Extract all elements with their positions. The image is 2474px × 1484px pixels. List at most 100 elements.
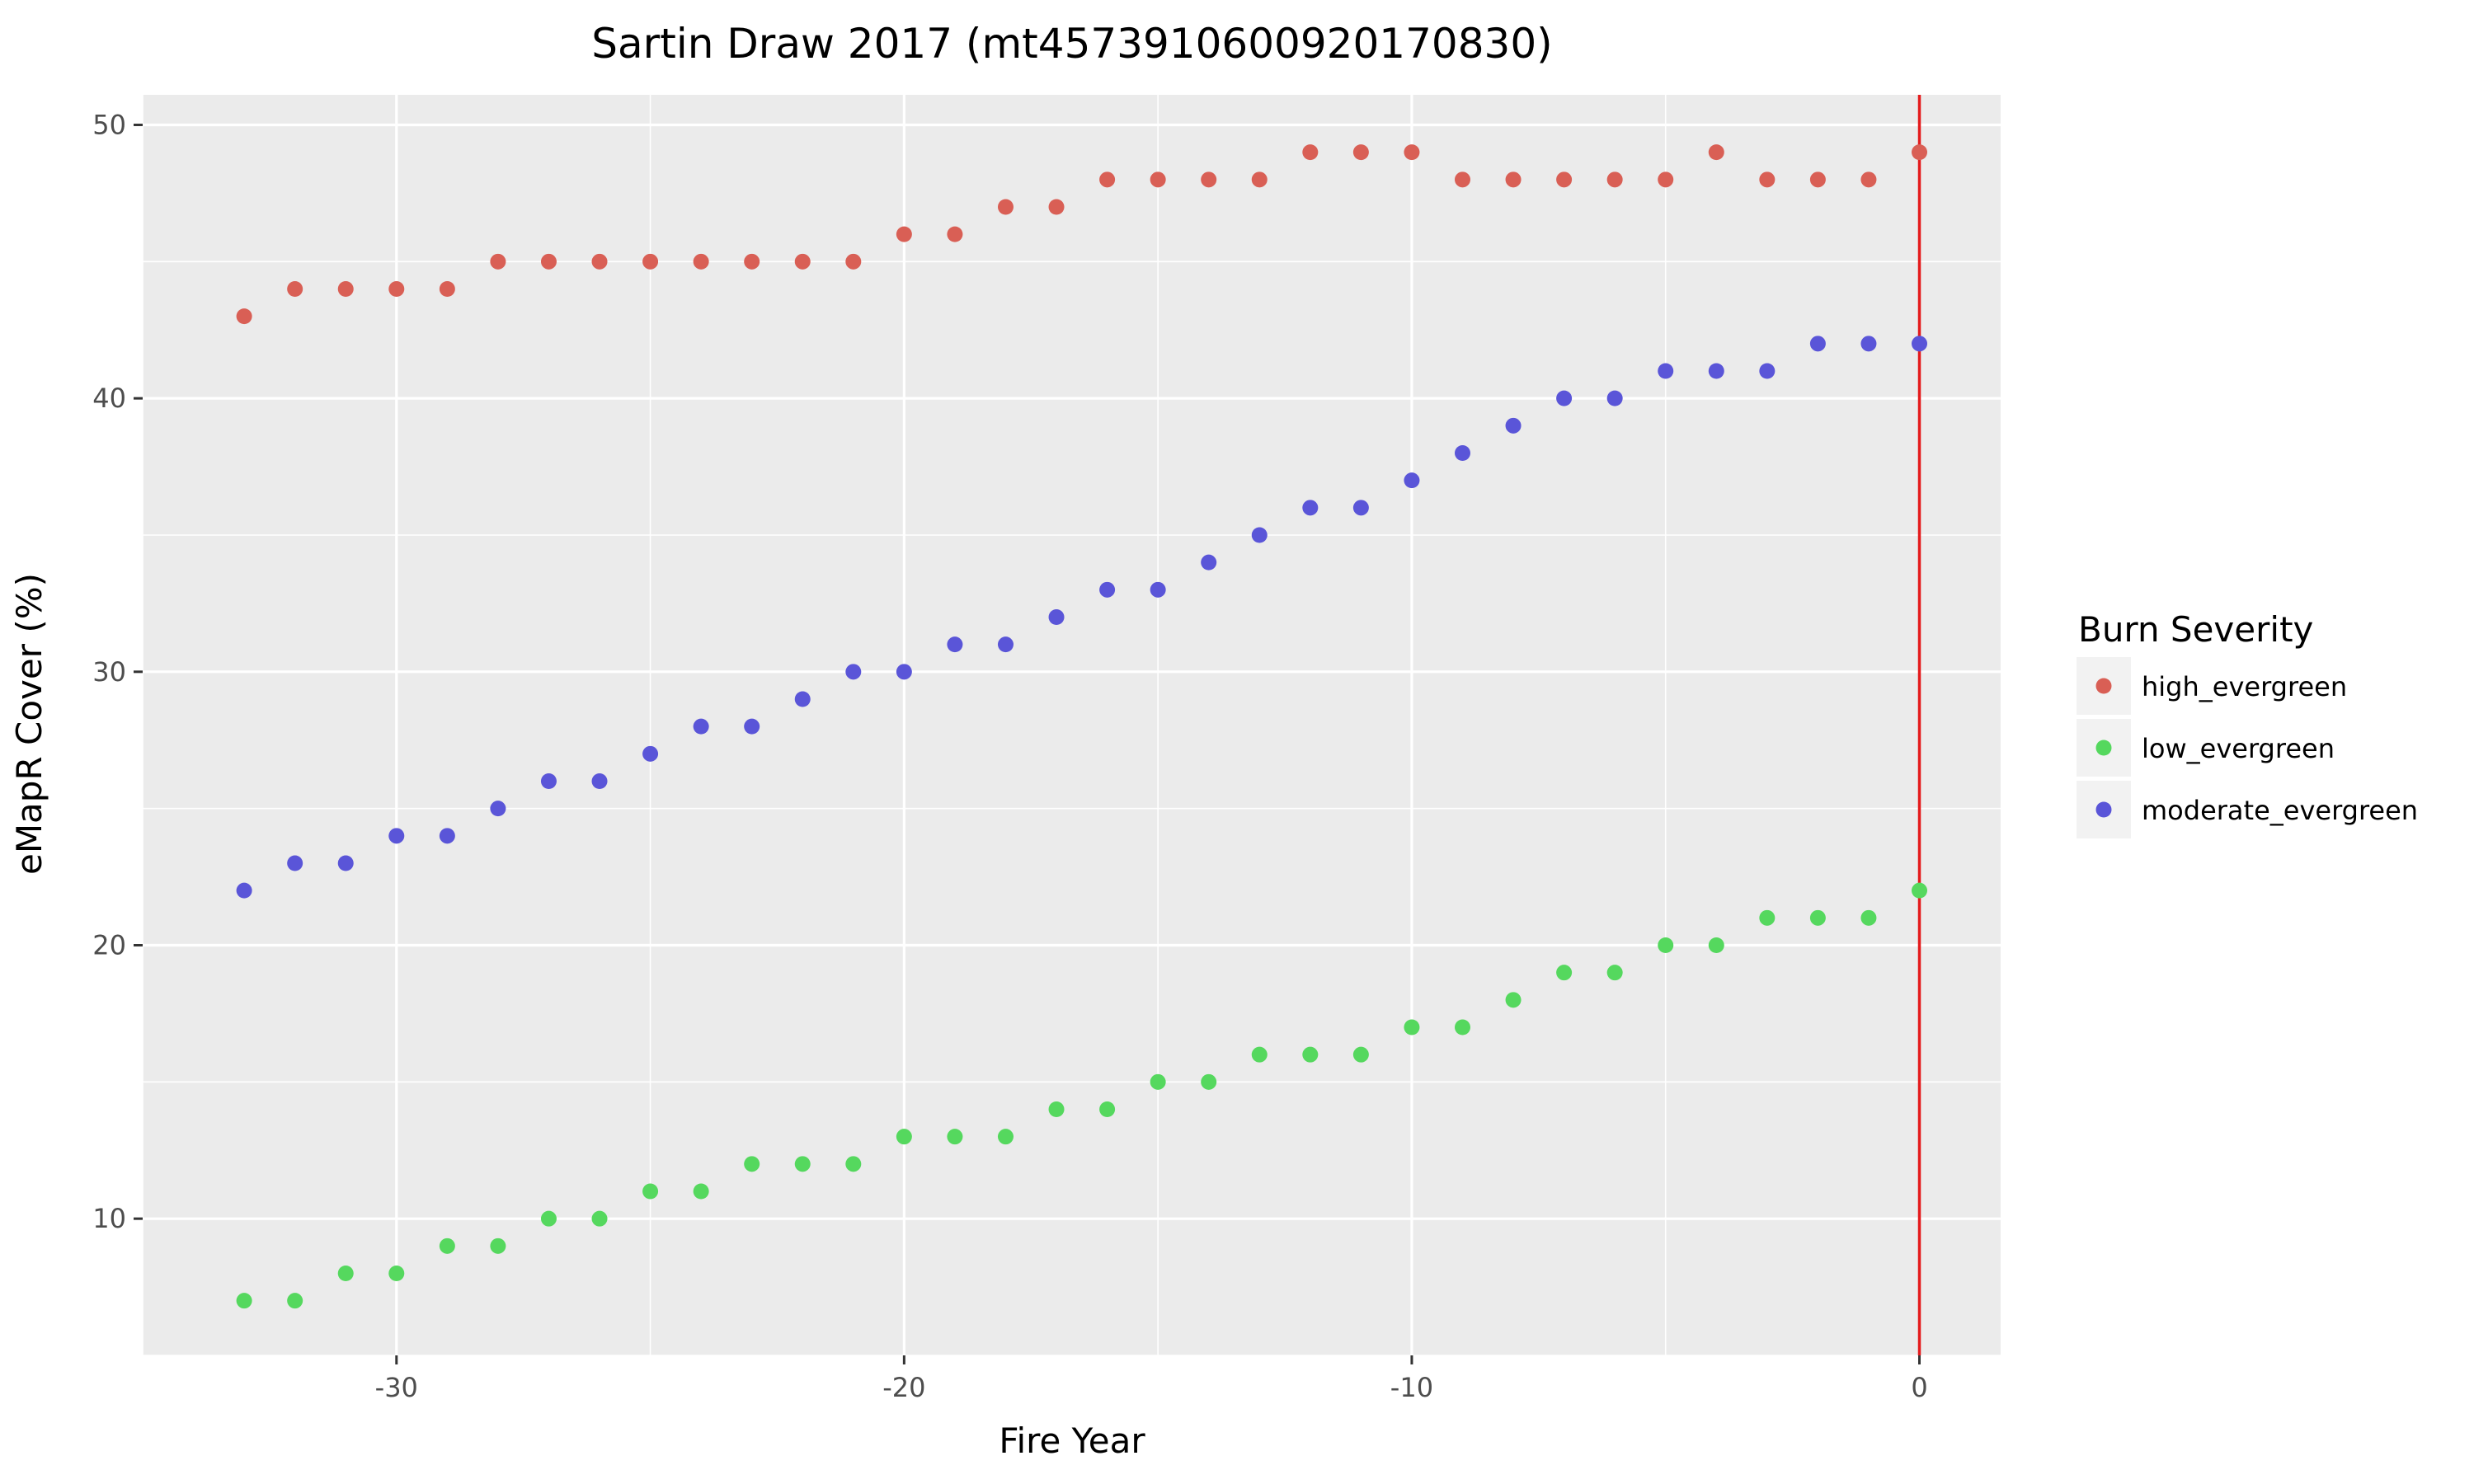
data-point-low_evergreen xyxy=(947,1129,963,1145)
y-tick-label: 30 xyxy=(92,656,126,688)
legend-label-moderate_evergreen: moderate_evergreen xyxy=(2142,795,2418,826)
data-point-high_evergreen xyxy=(1302,144,1319,161)
data-point-high_evergreen xyxy=(693,253,709,270)
x-tick-label: -30 xyxy=(375,1372,418,1403)
data-point-high_evergreen xyxy=(947,226,963,242)
data-point-low_evergreen xyxy=(439,1237,455,1254)
y-axis-label: eMapR Cover (%) xyxy=(9,573,49,875)
data-point-high_evergreen xyxy=(1201,171,1217,188)
data-point-moderate_evergreen xyxy=(1150,581,1166,598)
data-point-moderate_evergreen xyxy=(1912,336,1928,352)
data-point-high_evergreen xyxy=(439,280,455,297)
data-point-high_evergreen xyxy=(1404,144,1420,161)
data-point-low_evergreen xyxy=(1150,1073,1166,1090)
x-axis: -30 -20 -10 0 xyxy=(375,1355,1928,1403)
legend-key-low_evergreen xyxy=(2095,740,2112,756)
data-point-high_evergreen xyxy=(1352,144,1369,161)
data-point-low_evergreen xyxy=(896,1129,912,1145)
grid-lines xyxy=(142,95,2001,1356)
data-point-low_evergreen xyxy=(744,1156,760,1172)
data-point-high_evergreen xyxy=(1048,199,1065,215)
y-tick-label: 20 xyxy=(92,929,126,960)
data-point-moderate_evergreen xyxy=(1404,472,1420,489)
data-point-moderate_evergreen xyxy=(896,664,912,680)
data-point-high_evergreen xyxy=(236,308,252,325)
data-point-high_evergreen xyxy=(1150,171,1166,188)
data-point-high_evergreen xyxy=(388,280,405,297)
data-point-low_evergreen xyxy=(236,1293,252,1309)
data-point-low_evergreen xyxy=(337,1265,354,1281)
x-axis-label: Fire Year xyxy=(999,1421,1145,1461)
data-points xyxy=(236,144,1928,1309)
data-point-moderate_evergreen xyxy=(388,828,405,844)
y-tick-label: 40 xyxy=(92,383,126,414)
data-point-moderate_evergreen xyxy=(490,801,506,817)
data-point-moderate_evergreen xyxy=(1251,527,1268,543)
data-point-low_evergreen xyxy=(1048,1101,1065,1117)
data-point-high_evergreen xyxy=(1454,171,1470,188)
data-point-moderate_evergreen xyxy=(744,718,760,735)
data-point-high_evergreen xyxy=(591,253,608,270)
legend-key-high_evergreen xyxy=(2095,678,2112,694)
data-point-low_evergreen xyxy=(1404,1019,1420,1036)
data-point-low_evergreen xyxy=(1606,965,1623,981)
data-point-high_evergreen xyxy=(1606,171,1623,188)
data-point-low_evergreen xyxy=(794,1156,811,1172)
data-point-moderate_evergreen xyxy=(845,664,862,680)
data-point-high_evergreen xyxy=(1099,171,1116,188)
data-point-high_evergreen xyxy=(540,253,557,270)
data-point-moderate_evergreen xyxy=(1302,500,1319,516)
x-tick-label: 0 xyxy=(1911,1372,1927,1403)
data-point-moderate_evergreen xyxy=(1809,336,1826,352)
data-point-moderate_evergreen xyxy=(1099,581,1116,598)
data-point-low_evergreen xyxy=(1860,909,1877,926)
y-axis: 10 20 30 40 50 xyxy=(92,109,143,1234)
data-point-moderate_evergreen xyxy=(287,855,303,871)
data-point-high_evergreen xyxy=(642,253,659,270)
data-point-moderate_evergreen xyxy=(1658,363,1674,379)
data-point-moderate_evergreen xyxy=(794,691,811,707)
data-point-low_evergreen xyxy=(1302,1046,1319,1063)
data-point-moderate_evergreen xyxy=(1201,554,1217,571)
data-point-high_evergreen xyxy=(490,253,506,270)
data-point-moderate_evergreen xyxy=(337,855,354,871)
plot-panel xyxy=(143,95,2001,1355)
data-point-low_evergreen xyxy=(1809,909,1826,926)
data-point-high_evergreen xyxy=(845,253,862,270)
legend-key-moderate_evergreen xyxy=(2095,801,2112,818)
data-point-high_evergreen xyxy=(744,253,760,270)
data-point-moderate_evergreen xyxy=(1759,363,1776,379)
data-point-low_evergreen xyxy=(540,1210,557,1227)
data-point-high_evergreen xyxy=(997,199,1014,215)
legend-title: Burn Severity xyxy=(2078,609,2313,650)
x-tick-label: -20 xyxy=(882,1372,925,1403)
data-point-moderate_evergreen xyxy=(1860,336,1877,352)
data-point-moderate_evergreen xyxy=(997,636,1014,653)
data-point-high_evergreen xyxy=(1505,171,1522,188)
legend-label-high_evergreen: high_evergreen xyxy=(2142,671,2347,702)
data-point-moderate_evergreen xyxy=(236,882,252,899)
legend-label-low_evergreen: low_evergreen xyxy=(2142,733,2335,764)
data-point-high_evergreen xyxy=(1556,171,1573,188)
data-point-low_evergreen xyxy=(1099,1101,1116,1117)
data-point-low_evergreen xyxy=(388,1265,405,1281)
data-point-low_evergreen xyxy=(1251,1046,1268,1063)
data-point-moderate_evergreen xyxy=(1352,500,1369,516)
data-point-moderate_evergreen xyxy=(540,773,557,789)
data-point-moderate_evergreen xyxy=(1505,417,1522,434)
data-point-high_evergreen xyxy=(337,280,354,297)
data-point-high_evergreen xyxy=(794,253,811,270)
data-point-high_evergreen xyxy=(1809,171,1826,188)
data-point-moderate_evergreen xyxy=(1708,363,1724,379)
data-point-moderate_evergreen xyxy=(439,828,455,844)
data-point-low_evergreen xyxy=(1759,909,1776,926)
data-point-low_evergreen xyxy=(490,1237,506,1254)
data-point-low_evergreen xyxy=(642,1183,659,1200)
data-point-low_evergreen xyxy=(845,1156,862,1172)
data-point-low_evergreen xyxy=(1556,965,1573,981)
data-point-moderate_evergreen xyxy=(1556,390,1573,406)
data-point-low_evergreen xyxy=(591,1210,608,1227)
data-point-low_evergreen xyxy=(1201,1073,1217,1090)
data-point-low_evergreen xyxy=(1454,1019,1470,1036)
